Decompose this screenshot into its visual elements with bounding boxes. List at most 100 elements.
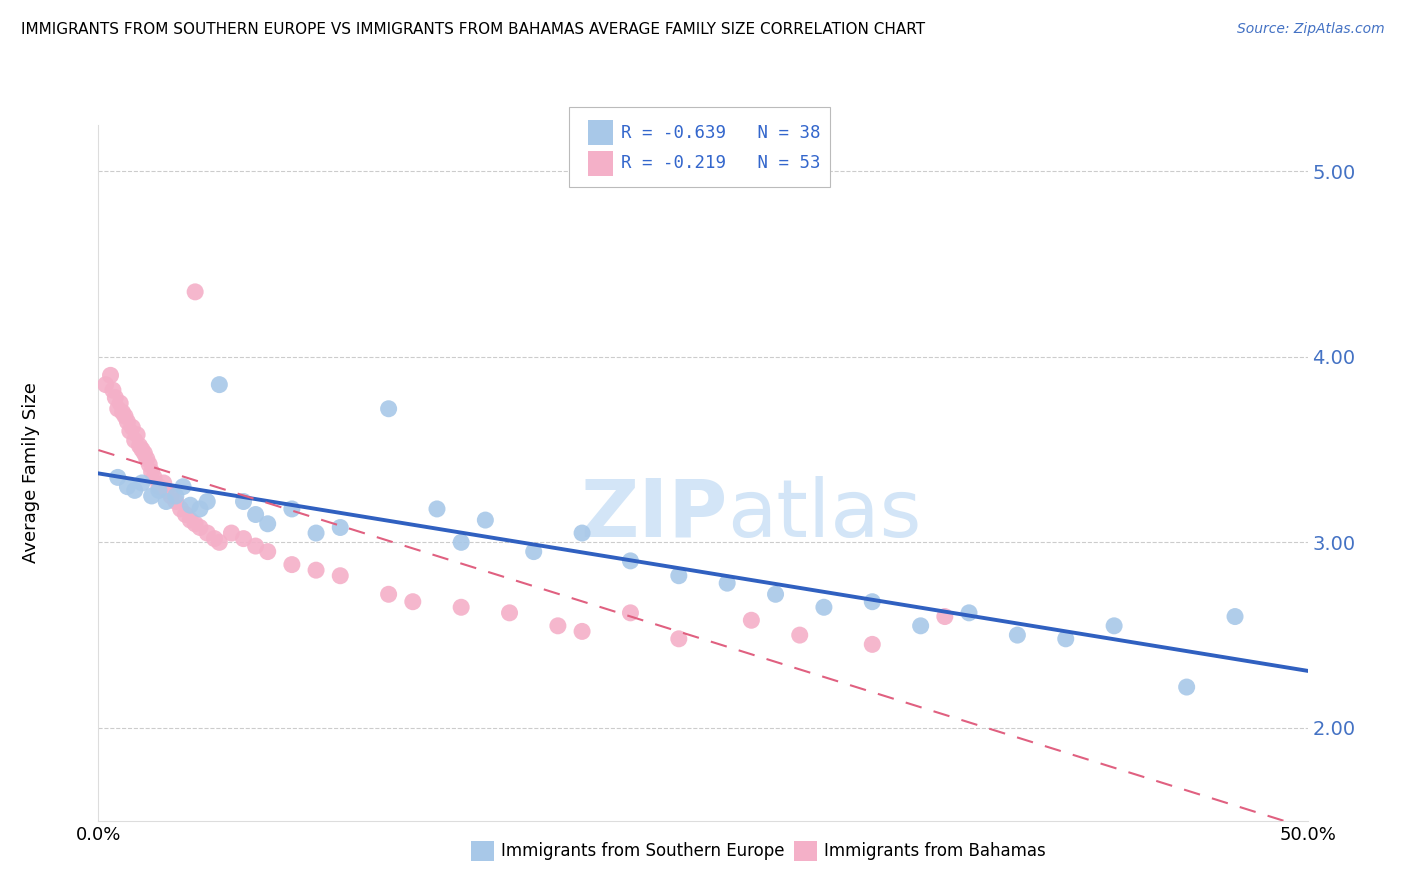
Point: [934, 609, 956, 624]
Point: [910, 619, 932, 633]
Point: [329, 520, 352, 534]
Point: [474, 513, 496, 527]
Point: [117, 415, 139, 429]
Point: [172, 480, 194, 494]
Point: [740, 613, 762, 627]
Point: [184, 285, 207, 299]
Point: [148, 483, 170, 498]
Point: [1175, 680, 1198, 694]
Point: [571, 526, 593, 541]
Point: [1054, 632, 1077, 646]
Point: [1102, 619, 1125, 633]
Text: ZIP: ZIP: [579, 475, 727, 554]
Point: [179, 498, 201, 512]
Point: [101, 383, 124, 397]
Point: [402, 595, 425, 609]
Point: [498, 606, 520, 620]
Point: [141, 489, 163, 503]
Point: [165, 489, 187, 503]
Point: [245, 508, 267, 522]
Point: [131, 442, 153, 457]
Point: [141, 465, 163, 479]
Text: Immigrants from Southern Europe: Immigrants from Southern Europe: [501, 842, 785, 860]
Point: [179, 513, 201, 527]
Point: [716, 576, 738, 591]
Point: [155, 494, 177, 508]
Point: [450, 535, 472, 549]
Point: [94, 377, 117, 392]
Point: [245, 539, 267, 553]
Text: IMMIGRANTS FROM SOUTHERN EUROPE VS IMMIGRANTS FROM BAHAMAS AVERAGE FAMILY SIZE C: IMMIGRANTS FROM SOUTHERN EUROPE VS IMMIG…: [21, 22, 925, 37]
Point: [668, 632, 690, 646]
Point: [117, 480, 139, 494]
Point: [221, 526, 243, 541]
Point: [131, 475, 153, 490]
Point: [108, 396, 131, 410]
Point: [188, 520, 211, 534]
Point: [195, 526, 218, 541]
Point: [143, 470, 166, 484]
Point: [152, 475, 174, 490]
Point: [619, 554, 641, 568]
Point: [281, 558, 304, 572]
Point: [155, 483, 177, 498]
Point: [256, 544, 278, 558]
Point: [1007, 628, 1029, 642]
Point: [619, 606, 641, 620]
Point: [148, 480, 170, 494]
Point: [138, 458, 160, 472]
Point: [107, 470, 129, 484]
Point: [377, 401, 399, 416]
Point: [765, 587, 787, 601]
Point: [124, 434, 146, 448]
Point: [127, 427, 149, 442]
Point: [668, 568, 690, 582]
Point: [107, 401, 129, 416]
Point: [813, 600, 835, 615]
Point: [174, 508, 197, 522]
Point: [547, 619, 569, 633]
Point: [208, 535, 231, 549]
Point: [256, 516, 278, 531]
Point: [160, 489, 183, 503]
Point: [426, 502, 449, 516]
Point: [104, 391, 127, 405]
Point: [208, 377, 231, 392]
Text: atlas: atlas: [727, 475, 921, 554]
Text: Average Family Size: Average Family Size: [22, 383, 39, 563]
Point: [1223, 609, 1246, 624]
Point: [134, 446, 156, 460]
Point: [232, 532, 254, 546]
Point: [305, 526, 328, 541]
Point: [377, 587, 399, 601]
Point: [523, 544, 546, 558]
Point: [571, 624, 593, 639]
Point: [450, 600, 472, 615]
Point: [204, 532, 226, 546]
Point: [184, 516, 207, 531]
Text: R = -0.639   N = 38: R = -0.639 N = 38: [621, 124, 821, 142]
Point: [860, 595, 883, 609]
Point: [329, 568, 352, 582]
Point: [165, 494, 187, 508]
Point: [100, 368, 122, 383]
Point: [114, 409, 136, 424]
Point: [128, 439, 150, 453]
Point: [195, 494, 218, 508]
Point: [188, 502, 211, 516]
Point: [135, 451, 157, 466]
Point: [118, 424, 141, 438]
Point: [860, 637, 883, 651]
Text: Source: ZipAtlas.com: Source: ZipAtlas.com: [1237, 22, 1385, 37]
Text: Immigrants from Bahamas: Immigrants from Bahamas: [824, 842, 1046, 860]
Point: [789, 628, 811, 642]
Point: [232, 494, 254, 508]
Point: [305, 563, 328, 577]
Text: R = -0.219   N = 53: R = -0.219 N = 53: [621, 154, 821, 172]
Point: [169, 502, 191, 516]
Point: [281, 502, 304, 516]
Point: [957, 606, 980, 620]
Point: [111, 405, 134, 419]
Point: [121, 420, 143, 434]
Point: [124, 483, 146, 498]
